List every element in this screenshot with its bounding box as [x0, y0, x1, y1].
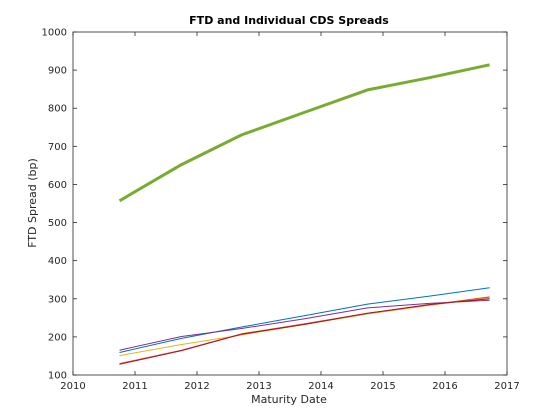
x-tick-label: 2010	[60, 381, 85, 392]
series-layer	[118, 63, 490, 365]
x-tick-label: 2011	[122, 381, 147, 392]
x-tick-label: 2012	[184, 381, 209, 392]
x-tick-label: 2017	[494, 381, 519, 392]
y-tick-label: 100	[48, 371, 67, 382]
series-line-5	[119, 298, 490, 365]
plot-area-frame	[72, 31, 508, 376]
x-axis-ticks: 2010 2011 2012 2013 2014 2015 2016 2017	[60, 32, 520, 392]
x-tick-label: 2013	[246, 381, 271, 392]
y-tick-label: 400	[48, 256, 67, 267]
y-tick-label: 1000	[42, 28, 67, 39]
x-tick-label: 2015	[370, 381, 395, 392]
series-line-1	[119, 287, 490, 353]
y-tick-label: 500	[48, 218, 67, 229]
series-line-0	[118, 63, 490, 203]
y-axis-label: FTD Spread (bp)	[26, 158, 39, 248]
x-tick-label: 2014	[308, 381, 333, 392]
chart-title: FTD and Individual CDS Spreads	[189, 14, 389, 27]
y-tick-label: 300	[48, 294, 67, 305]
x-tick-label: 2016	[432, 381, 457, 392]
y-tick-label: 200	[48, 332, 67, 343]
y-tick-label: 700	[48, 142, 67, 153]
y-tick-label: 800	[48, 104, 67, 115]
series-line-2	[119, 299, 490, 351]
y-axis-ticks: 100 200 300 400 500 600 700 800 900 1000	[42, 28, 507, 382]
y-tick-label: 600	[48, 180, 67, 191]
y-tick-label: 900	[48, 66, 67, 77]
x-axis-label: Maturity Date	[251, 393, 327, 406]
